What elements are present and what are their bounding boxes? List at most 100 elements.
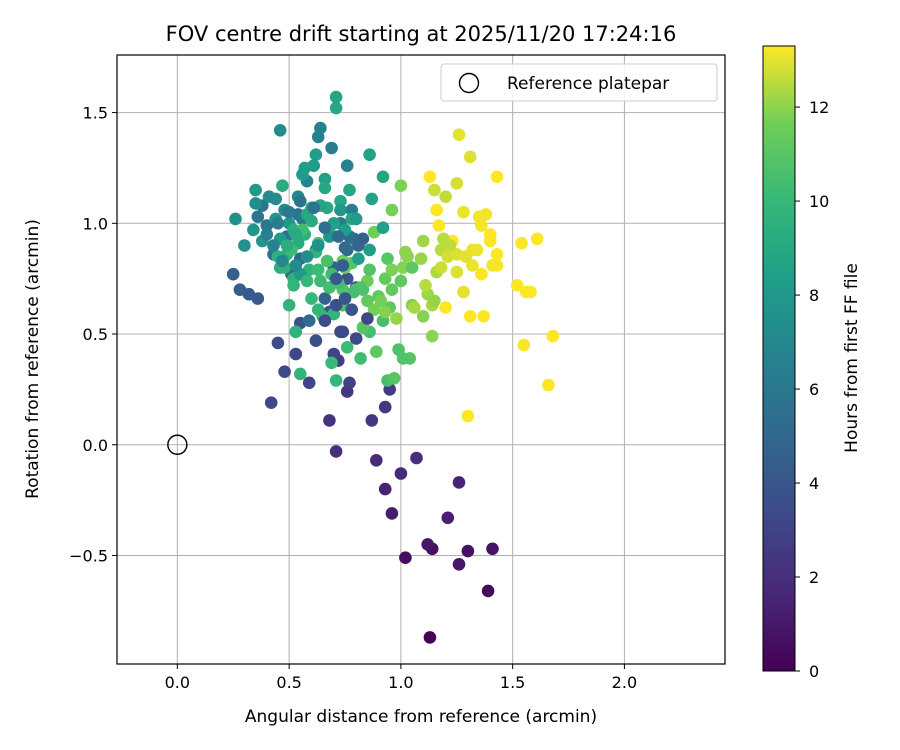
plot-area-frame (116, 54, 726, 665)
data-point (394, 274, 408, 288)
legend-box (440, 63, 718, 102)
data-point (394, 467, 408, 480)
data-point (510, 279, 524, 292)
data-point (334, 325, 347, 339)
data-point (421, 538, 435, 551)
data-point (452, 476, 466, 489)
data-point (340, 243, 354, 257)
data-point (334, 194, 347, 208)
y-tick-label: −0.5 (69, 546, 108, 565)
data-point (352, 252, 365, 265)
data-point (249, 197, 262, 210)
data-point (311, 303, 325, 317)
data-point (490, 248, 504, 261)
data-point (356, 232, 370, 246)
data-point (461, 544, 475, 558)
data-point (309, 334, 323, 348)
x-tick-label: 1.0 (388, 673, 413, 692)
data-point (325, 356, 338, 370)
data-point (385, 507, 399, 520)
data-point (329, 90, 343, 104)
legend-marker (458, 72, 480, 94)
data-point (329, 445, 343, 458)
data-point (428, 183, 441, 197)
data-point (367, 303, 381, 317)
data-point (450, 265, 464, 279)
data-point (271, 217, 285, 230)
data-point (477, 310, 490, 323)
data-point (524, 285, 537, 299)
data-point (439, 301, 452, 314)
data-point (378, 305, 392, 319)
data-point (233, 283, 247, 297)
data-point (289, 228, 303, 241)
data-point (300, 250, 314, 263)
data-point (334, 203, 347, 217)
data-point (349, 212, 363, 226)
data-point (470, 243, 484, 257)
data-point (311, 239, 325, 252)
data-point (401, 250, 414, 263)
data-point (298, 161, 312, 175)
data-point (410, 451, 423, 465)
data-point (378, 272, 392, 286)
colorbar-tick-label: 8 (809, 286, 819, 305)
data-point (294, 194, 307, 208)
data-point (325, 141, 338, 155)
data-point (343, 376, 356, 390)
data-point (423, 170, 437, 184)
data-point (394, 179, 408, 192)
data-point (481, 584, 495, 598)
data-point (340, 341, 354, 354)
colorbar-tick-label: 12 (809, 98, 829, 117)
data-point (457, 285, 470, 299)
chart-title: FOV centre drift starting at 2025/11/20 … (166, 22, 677, 46)
data-point (271, 336, 285, 350)
data-point (329, 101, 343, 115)
data-point (385, 203, 399, 217)
data-point (479, 208, 493, 221)
data-point (439, 190, 452, 203)
data-point (466, 259, 479, 272)
data-point (441, 511, 455, 525)
data-point (370, 454, 383, 467)
data-point (486, 259, 499, 272)
data-point (490, 170, 504, 184)
x-axis-ticks: 0.0 0.5 1.0 1.5 2.0 (165, 664, 637, 692)
data-point (376, 170, 390, 184)
data-point (318, 314, 332, 328)
data-point (302, 314, 316, 328)
data-point (452, 128, 466, 141)
data-point (381, 252, 394, 265)
data-point (450, 177, 464, 190)
data-points (226, 90, 560, 644)
data-point (425, 329, 439, 343)
data-point (486, 542, 499, 556)
data-point (282, 205, 296, 219)
data-point (260, 219, 274, 232)
data-point (457, 205, 470, 219)
data-point (332, 230, 345, 243)
colorbar-tick-label: 10 (809, 192, 829, 211)
x-tick-label: 1.5 (500, 673, 525, 692)
data-point (396, 261, 410, 274)
x-axis-label: Angular distance from reference (arcmin) (245, 707, 597, 727)
data-point (463, 150, 477, 164)
data-point (267, 239, 280, 252)
data-point (249, 183, 262, 197)
data-point (376, 221, 390, 234)
data-point (361, 294, 374, 308)
data-point (530, 232, 544, 246)
colorbar-label: Hours from first FF file (842, 263, 862, 453)
data-point (287, 279, 300, 292)
data-point (416, 234, 430, 248)
colorbar-ticks: 0 2 4 6 8 10 12 (795, 98, 829, 681)
data-point (289, 325, 303, 339)
data-point (289, 259, 303, 272)
data-point (414, 252, 428, 265)
data-point (361, 312, 374, 325)
data-point (354, 352, 367, 365)
colorbar-tick-label: 0 (809, 662, 819, 681)
data-point (300, 274, 314, 288)
